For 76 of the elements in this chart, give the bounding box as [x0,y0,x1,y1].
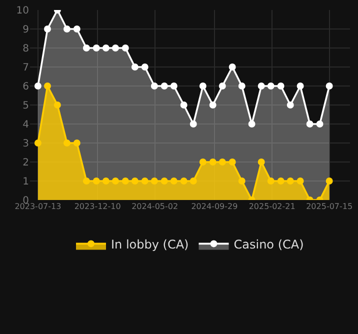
point [150,82,158,90]
point [44,26,51,32]
y-tick-label: 4 [22,120,29,130]
point [190,120,197,128]
point [296,178,304,184]
point [73,26,80,32]
point [267,178,274,184]
y-tick-label: 1 [22,176,29,188]
point [277,178,284,184]
point [82,178,90,184]
point [199,82,206,90]
y-tick-label: 9 [22,24,29,36]
point [122,178,129,184]
point [326,82,333,90]
point [180,102,188,108]
y-tick-label: 6 [22,82,29,92]
y-tick-label: 2 [22,158,29,168]
point [238,178,246,184]
legend-label: In lobby (CA) [111,237,189,252]
x-tick-label: 2024-09-29 [191,202,238,211]
point [34,82,42,90]
point [218,158,226,166]
point [209,102,216,108]
point [228,158,236,166]
point [122,44,129,52]
point [141,178,148,184]
y-tick-label: 10 [16,6,29,16]
point [34,140,42,146]
point [160,82,168,90]
point [258,82,265,90]
point [199,158,206,166]
point [277,82,284,90]
point [296,82,304,90]
point [131,64,138,70]
point [267,82,274,90]
point [248,120,256,128]
point [131,178,138,184]
point [150,178,158,184]
x-tick-label: 2025-07-15 [306,202,353,211]
y-tick-label: 8 [22,44,29,54]
x-tick-label: 2023-12-10 [74,202,121,211]
point [141,64,148,70]
point [112,44,119,52]
point [180,178,188,184]
legend-label: Casino (CA) [234,237,304,252]
y-tick-label: 5 [22,100,29,112]
point [316,120,324,128]
point [286,178,294,184]
point [218,82,226,90]
point [326,178,333,184]
point [92,178,100,184]
x-tick-label: 2025-02-21 [248,202,296,211]
point [63,26,70,32]
point [190,178,197,184]
x-tick-label: 2023-07-13 [14,202,62,211]
point [54,102,61,108]
point [228,64,236,70]
point [170,178,178,184]
point [238,82,246,90]
point [92,44,100,52]
y-tick-label: 3 [22,138,29,150]
point [286,102,294,108]
point [258,158,265,166]
point [170,82,178,90]
point [63,140,70,146]
point [306,120,314,128]
point [44,82,51,90]
point [112,178,119,184]
point [160,178,168,184]
point [102,178,110,184]
point [73,140,80,146]
point [102,44,110,52]
y-tick-label: 7 [22,62,29,74]
point [82,44,90,52]
point [209,158,216,166]
x-tick-label: 2024-05-02 [132,202,178,211]
